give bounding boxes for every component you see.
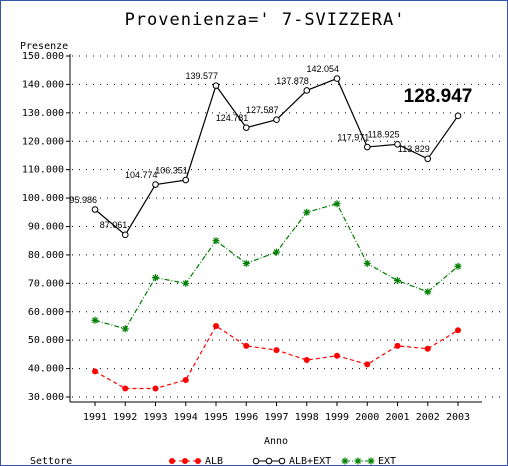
marker	[303, 357, 310, 364]
data-label: 137.878	[276, 76, 309, 86]
y-tick-label: 60.000	[28, 307, 64, 318]
x-tick-label: 2000	[355, 412, 379, 423]
marker	[242, 259, 250, 267]
marker	[182, 376, 189, 383]
x-tick-label: 1994	[174, 412, 198, 423]
data-label: 104.774	[125, 170, 158, 180]
marker	[195, 458, 201, 464]
y-tick-label: 120.000	[22, 136, 64, 147]
marker	[334, 352, 340, 359]
x-tick-label: 2002	[416, 412, 440, 423]
marker	[265, 457, 273, 465]
x-tick-label: 1998	[295, 412, 319, 423]
x-tick-label: 1999	[325, 412, 349, 423]
marker	[121, 325, 129, 333]
series-line	[94, 325, 459, 390]
y-axis-label: Presenze	[20, 41, 68, 52]
y-tick-label: 100.000	[22, 193, 64, 204]
data-label: 128.947	[404, 86, 473, 107]
legend-label: ALB+EXT	[289, 456, 331, 466]
marker	[455, 327, 461, 334]
x-tick-label: 2003	[446, 412, 470, 423]
marker	[182, 458, 188, 464]
marker	[212, 237, 220, 245]
marker	[303, 87, 311, 94]
marker	[424, 345, 431, 352]
x-axis-label: Anno	[264, 436, 288, 447]
marker	[354, 457, 362, 465]
marker	[152, 274, 159, 282]
marker	[424, 155, 432, 163]
data-label: 118.925	[368, 130, 400, 140]
y-tick-label: 30.000	[28, 392, 64, 403]
marker	[424, 288, 432, 296]
marker	[91, 316, 99, 324]
marker	[394, 276, 401, 284]
x-tick-label: 1991	[83, 412, 107, 423]
data-label: 106.351	[155, 165, 188, 175]
marker	[213, 322, 219, 329]
marker	[394, 141, 401, 148]
marker	[152, 181, 159, 188]
marker	[273, 347, 280, 354]
marker	[363, 259, 371, 267]
data-label: 117.971	[337, 132, 369, 142]
data-label: 139.577	[185, 71, 218, 81]
marker	[454, 262, 462, 270]
y-tick-label: 40.000	[28, 364, 64, 375]
y-tick-label: 150.000	[22, 51, 64, 62]
data-label: 95.986	[69, 195, 97, 205]
y-tick-label: 90.000	[28, 222, 64, 233]
marker	[454, 112, 462, 120]
x-tick-label: 2001	[385, 412, 409, 423]
marker	[91, 206, 99, 213]
x-tick-label: 1996	[234, 412, 258, 423]
marker	[92, 368, 98, 375]
data-label: 87.061	[100, 220, 128, 230]
marker	[152, 385, 159, 392]
marker	[303, 208, 311, 216]
marker	[169, 458, 175, 464]
y-tick-label: 110.000	[22, 165, 64, 176]
marker	[121, 231, 129, 239]
data-label: 142.054	[306, 64, 339, 74]
marker	[243, 342, 250, 349]
marker	[242, 124, 250, 131]
marker	[273, 248, 280, 256]
marker	[122, 385, 129, 392]
marker	[182, 279, 190, 287]
marker	[367, 457, 375, 465]
x-tick-label: 1995	[204, 412, 228, 423]
legend-label: EXT	[378, 456, 396, 466]
x-tick-label: 1992	[113, 412, 137, 423]
marker	[333, 200, 341, 208]
series-line	[94, 203, 459, 330]
x-tick-label: 1993	[143, 412, 167, 423]
chart-title: Provenienza=' 7-SVIZZERA'	[125, 10, 406, 30]
marker	[273, 116, 280, 123]
marker	[212, 82, 220, 89]
data-label: 113.829	[398, 144, 430, 154]
marker	[182, 176, 190, 184]
marker	[252, 457, 260, 465]
legend-title: Settore	[30, 456, 72, 466]
marker	[363, 143, 371, 151]
y-tick-label: 80.000	[28, 250, 64, 261]
y-tick-label: 70.000	[28, 278, 64, 289]
marker	[341, 457, 349, 465]
data-label: 124.781	[216, 113, 249, 123]
x-tick-label: 1997	[264, 412, 288, 423]
marker	[364, 361, 371, 368]
y-tick-label: 50.000	[28, 335, 64, 346]
data-label: 127.587	[246, 105, 279, 115]
marker	[278, 457, 286, 465]
y-tick-label: 130.000	[22, 108, 64, 119]
legend-label: ALB	[205, 456, 223, 466]
marker	[333, 75, 341, 82]
marker	[394, 342, 401, 349]
y-tick-label: 140.000	[22, 79, 64, 90]
